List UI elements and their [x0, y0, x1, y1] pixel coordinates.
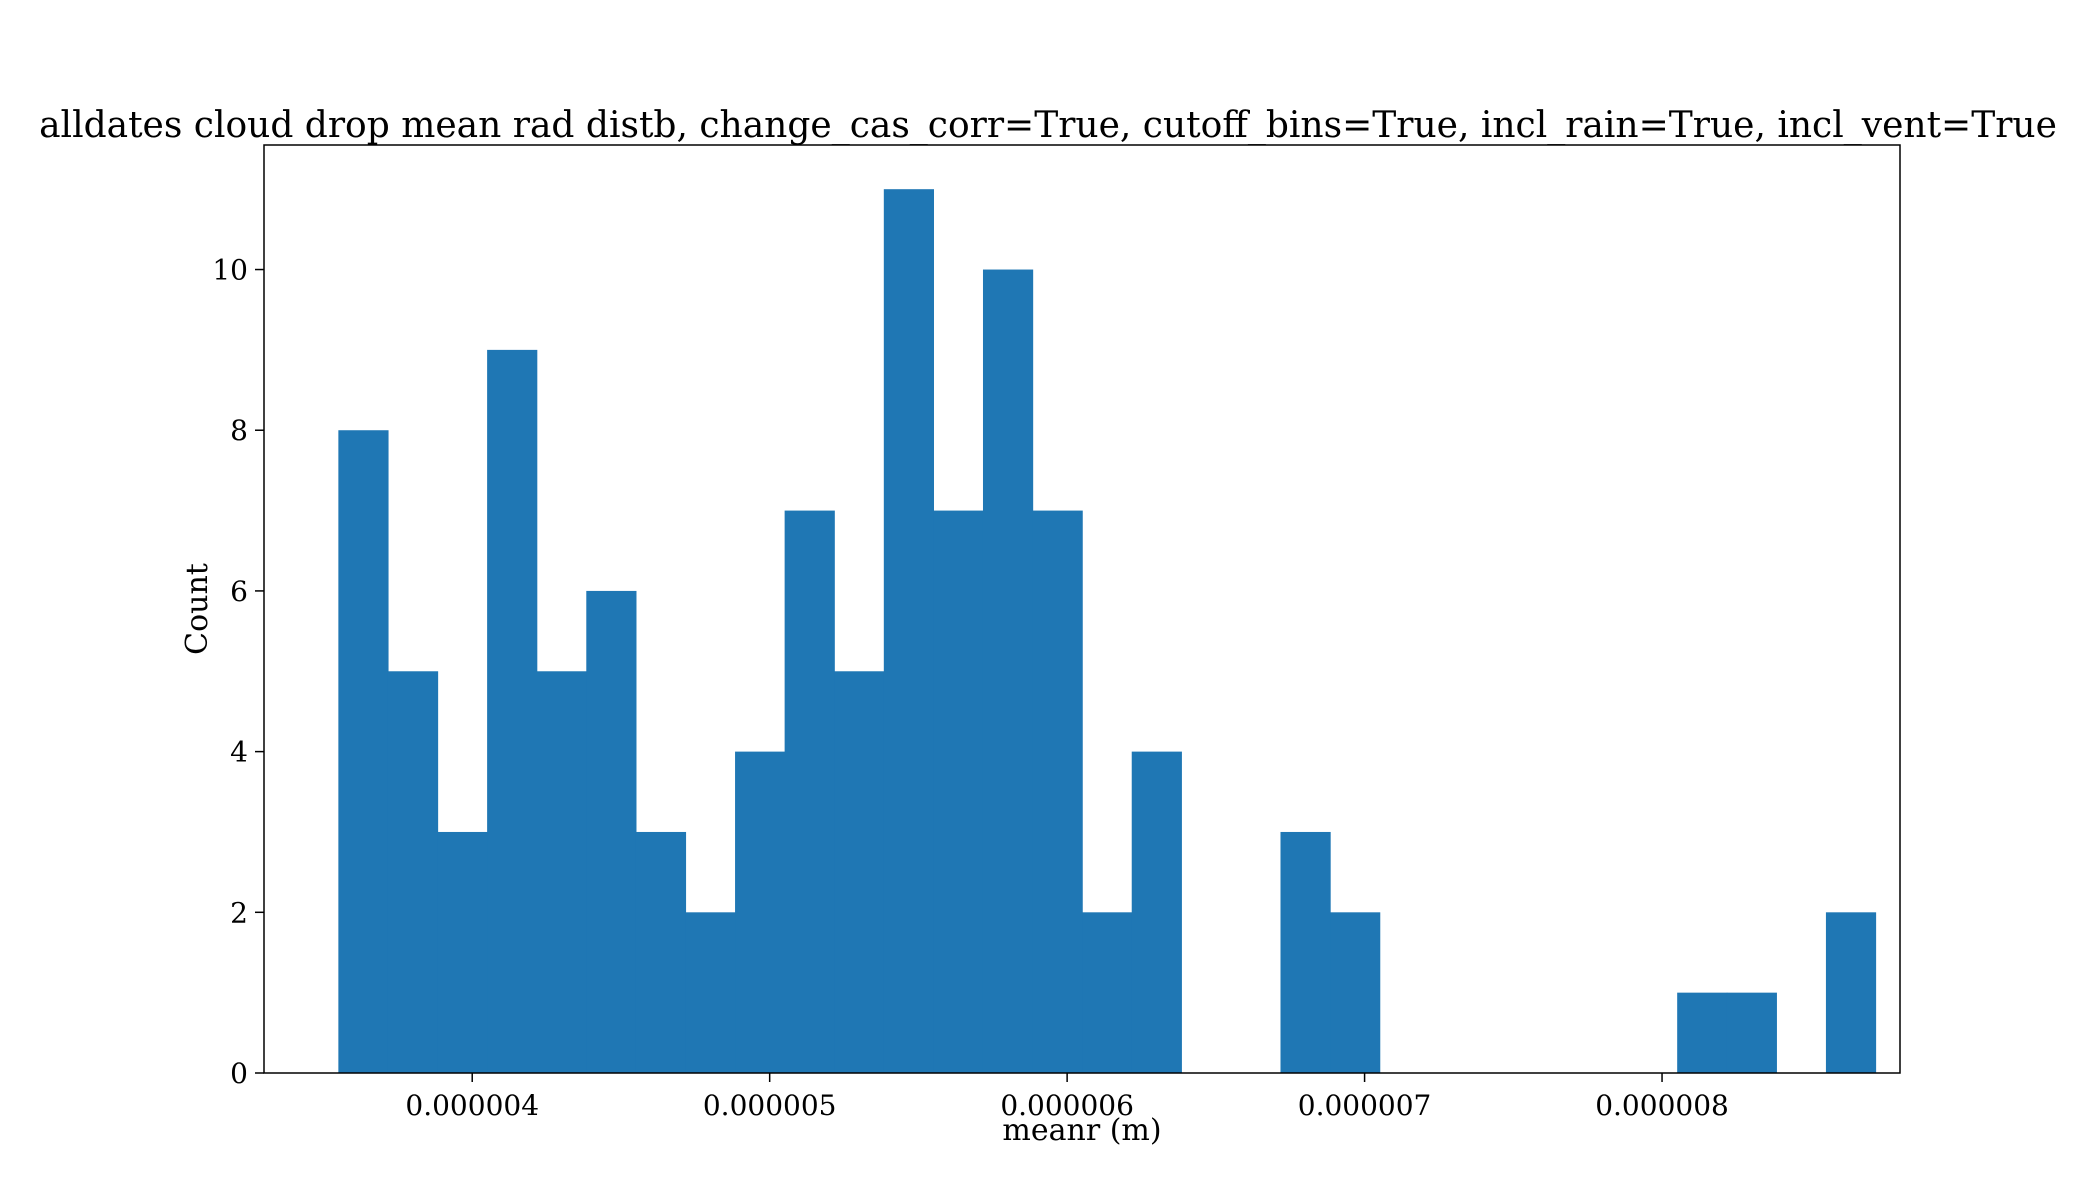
y-tick-label: 4 — [230, 736, 248, 769]
histogram-bar — [635, 831, 687, 1073]
x-tick-label: 0.000006 — [1000, 1089, 1134, 1122]
histogram-bar — [1032, 510, 1083, 1074]
histogram-bar — [1082, 912, 1133, 1073]
histogram-bar — [1726, 992, 1777, 1073]
histogram-bar — [685, 912, 736, 1073]
y-tick-label: 6 — [230, 575, 248, 608]
x-tick-label: 0.000004 — [405, 1089, 539, 1122]
y-tick-label: 10 — [212, 254, 248, 287]
y-tick-label: 0 — [230, 1057, 248, 1090]
histogram-bar — [387, 671, 439, 1073]
y-tick-label: 2 — [230, 896, 248, 929]
y-axis-label: Count — [180, 563, 215, 655]
x-tick-label: 0.000007 — [1298, 1089, 1432, 1122]
histogram-bar — [1280, 831, 1331, 1073]
histogram-bar — [735, 751, 786, 1073]
histogram-bar — [586, 590, 637, 1073]
chart-title: alldates cloud drop mean rad distb, chan… — [39, 105, 2057, 146]
histogram-bar — [536, 671, 587, 1073]
x-tick-label: 0.000005 — [703, 1089, 837, 1122]
y-tick-label: 8 — [230, 414, 248, 447]
histogram-bar — [1330, 912, 1381, 1073]
histogram-bar — [834, 671, 885, 1073]
histogram-bar — [982, 269, 1034, 1073]
histogram-bar — [1677, 992, 1728, 1073]
histogram-bar — [933, 510, 984, 1074]
histogram-bar — [1131, 751, 1182, 1073]
histogram-bar — [784, 510, 835, 1074]
histogram-bar — [883, 189, 934, 1073]
histogram-bars — [338, 189, 1877, 1074]
histogram-bar — [1825, 912, 1877, 1073]
x-tick-label: 0.000008 — [1595, 1089, 1729, 1122]
histogram-bar — [487, 349, 538, 1073]
plot-area-frame — [263, 144, 1901, 1074]
histogram-bar — [338, 430, 389, 1074]
histogram-bar — [437, 831, 488, 1073]
x-axis-label: meanr (m) — [1002, 1113, 1161, 1148]
x-axis-ticks: 0.000004 0.000005 0.000006 0.000007 0.000008 — [405, 1073, 1729, 1122]
y-axis-ticks: 0 2 4 6 8 10 — [212, 254, 264, 1090]
